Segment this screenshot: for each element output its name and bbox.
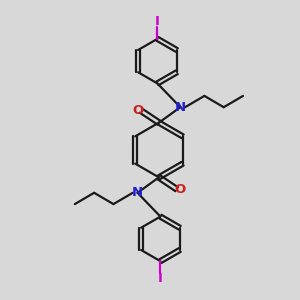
Text: O: O	[132, 104, 143, 117]
Text: O: O	[175, 183, 186, 196]
Text: N: N	[175, 101, 186, 114]
Text: N: N	[132, 186, 143, 199]
Text: I: I	[158, 272, 163, 285]
Text: I: I	[155, 15, 160, 28]
